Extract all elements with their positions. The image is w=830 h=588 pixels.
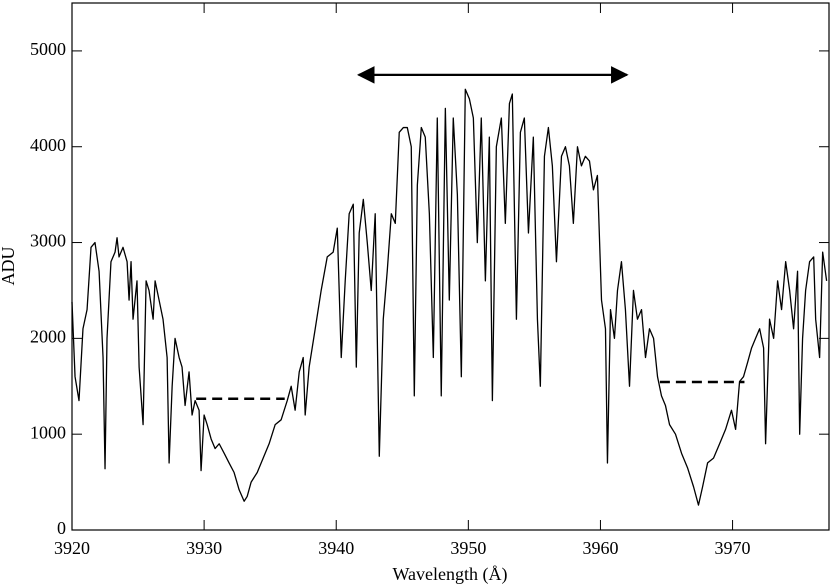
y-tick-label: 4000 (30, 135, 66, 155)
y-tick-label: 1000 (30, 422, 66, 442)
y-tick-label: 2000 (30, 326, 66, 346)
x-tick-label: 3930 (186, 538, 222, 558)
x-tick-label: 3920 (54, 538, 90, 558)
plot-frame (71, 2, 830, 531)
x-tick-label: 3950 (450, 538, 486, 558)
y-tick-label: 0 (57, 518, 66, 538)
x-tick-label: 3940 (318, 538, 354, 558)
spectrum-line (71, 88, 828, 506)
y-tick-label: 3000 (30, 231, 66, 251)
x-tick-label: 3960 (582, 538, 618, 558)
y-tick-label: 5000 (30, 39, 66, 59)
x-tick-label: 3970 (715, 538, 751, 558)
y-axis-label: ADU (0, 247, 18, 286)
x-axis-label: Wavelength (Å) (392, 564, 507, 585)
